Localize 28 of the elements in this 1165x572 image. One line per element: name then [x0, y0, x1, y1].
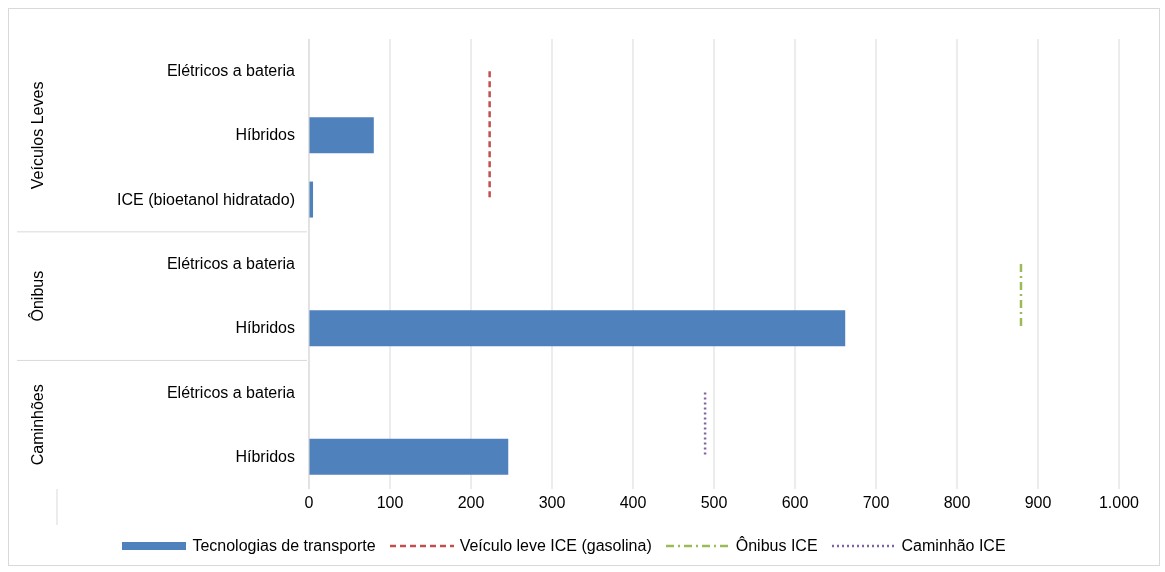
x-tick-label: 500	[700, 494, 728, 512]
x-tick-label: 100	[376, 494, 404, 512]
y-tick-label: Elétricos a bateria	[166, 383, 296, 401]
legend-label: Caminhão ICE	[901, 537, 1006, 555]
text: Veículos Leves	[29, 81, 46, 190]
y-tick-label: ICE (bioetanol hidratado)	[117, 190, 295, 208]
x-tick-label: 0	[304, 494, 314, 512]
legend-label: Ônibus ICE	[735, 537, 818, 555]
bar	[309, 310, 846, 347]
y-tick-label: Elétricos a bateria	[166, 62, 296, 80]
text: Ônibus	[28, 270, 46, 322]
bar	[309, 117, 374, 154]
x-tick-label: 600	[781, 494, 809, 512]
x-tick-label: 200	[457, 494, 485, 512]
x-tick-label: 800	[943, 494, 971, 512]
legend-label: Tecnologias de transporte	[192, 537, 376, 555]
x-tick-label: 700	[862, 494, 890, 512]
y-tick-label: Híbridos	[235, 319, 295, 337]
x-tick-label: 1.000	[1098, 494, 1140, 512]
x-tick-label: 300	[538, 494, 566, 512]
y-tick-label: Híbridos	[235, 447, 295, 465]
y-tick-label: Elétricos a bateria	[166, 255, 296, 272]
text: Caminhões	[29, 384, 46, 466]
bar	[309, 438, 509, 475]
x-tick-label: 900	[1024, 494, 1052, 512]
y-tick-label: Híbridos	[235, 126, 295, 144]
legend-label: Veículo leve ICE (gasolina)	[459, 537, 652, 555]
x-tick-label: 400	[619, 494, 647, 512]
